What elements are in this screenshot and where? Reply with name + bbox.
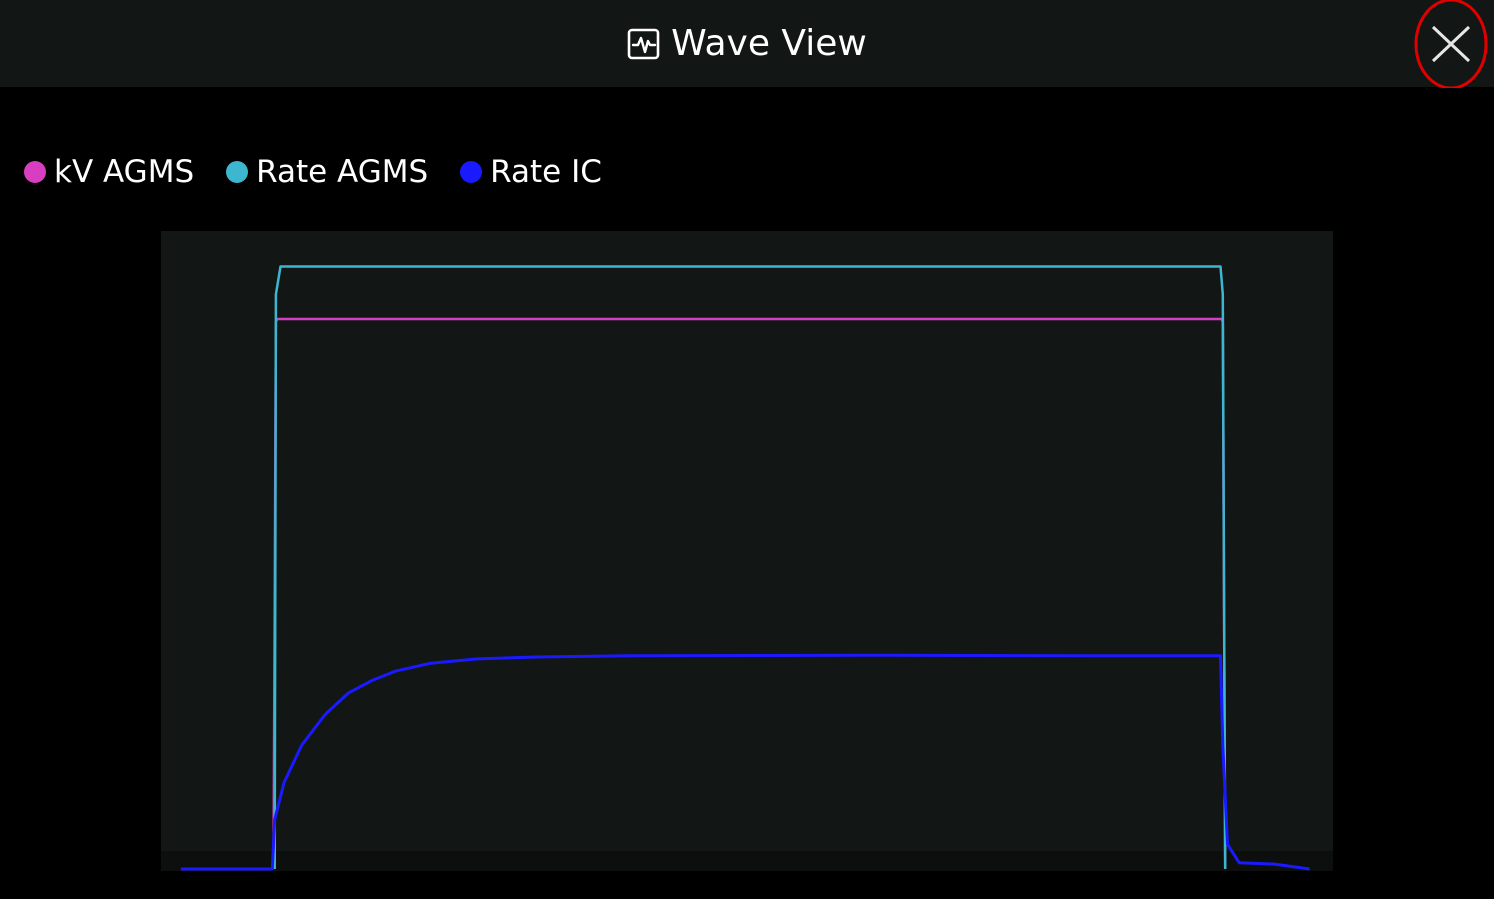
legend-dot-kv-agms xyxy=(24,161,46,183)
title-area: Wave View xyxy=(0,0,1494,87)
close-highlight-ring xyxy=(1414,0,1488,88)
wave-chart xyxy=(161,231,1333,871)
legend-label-rate-agms: Rate AGMS xyxy=(256,154,429,190)
series-line-rate-ic xyxy=(180,653,1310,871)
wave-plot-area xyxy=(161,231,1333,871)
plot-background xyxy=(161,231,1333,871)
waveform-box-icon xyxy=(627,27,661,61)
legend-item-rate-ic: Rate IC xyxy=(460,154,602,190)
close-icon xyxy=(1431,25,1471,63)
legend-item-rate-agms: Rate AGMS xyxy=(226,154,428,190)
legend-dot-rate-ic xyxy=(460,161,483,183)
legend-item-kv-agms: kV AGMS xyxy=(24,154,194,190)
window-title: Wave View xyxy=(671,23,867,64)
title-bar xyxy=(0,0,1494,87)
chart-legend: kV AGMS Rate AGMS Rate IC xyxy=(24,150,634,194)
close-button[interactable] xyxy=(1414,0,1490,88)
legend-label-kv-agms: kV AGMS xyxy=(54,154,195,190)
plot-baseline-band xyxy=(161,851,1333,871)
legend-label-rate-ic: Rate IC xyxy=(490,154,602,190)
legend-dot-rate-agms xyxy=(226,161,249,183)
series-line-rate-agms xyxy=(273,265,1227,870)
